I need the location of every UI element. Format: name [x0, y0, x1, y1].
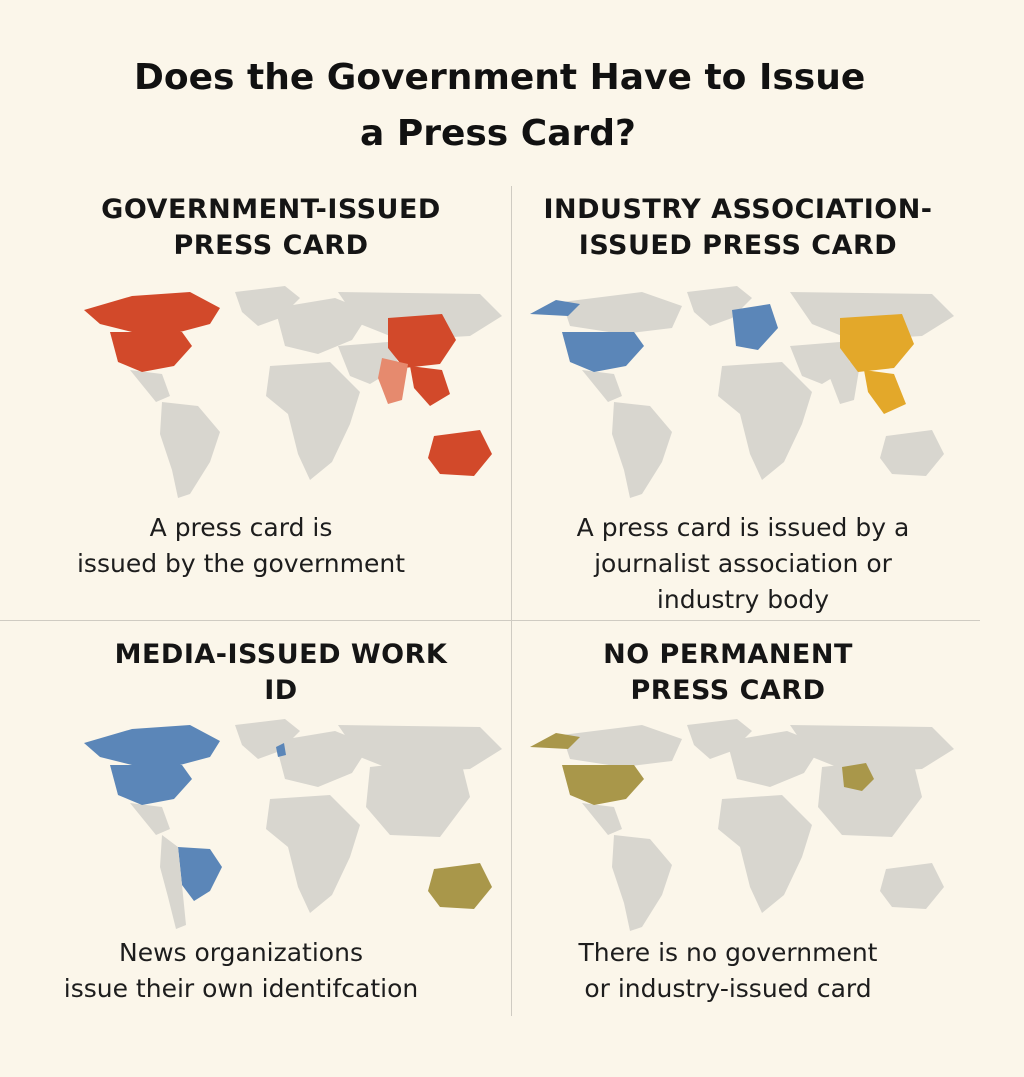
land-canada [562, 725, 682, 767]
land-asia [818, 757, 922, 837]
panel-no-permanent: NO PERMANENT PRESS CARD There is no gove… [512, 637, 1024, 1077]
land-greenland [235, 286, 300, 326]
highlight-united-states [562, 765, 644, 805]
panel-caption: A press card is issued by the government [0, 510, 497, 582]
panel-industry-association: INDUSTRY ASSOCIATION- ISSUED PRESS CARD … [512, 192, 1024, 632]
highlight-australia [428, 430, 492, 476]
land-europe [275, 298, 370, 354]
land-greenland [235, 719, 300, 759]
land-africa [266, 795, 360, 913]
highlight-southeast-asia [864, 370, 906, 414]
land-europe [275, 731, 370, 787]
highlight-central-china [842, 763, 874, 791]
land-central-america [130, 803, 170, 835]
panel-heading-line-2: PRESS CARD [630, 675, 826, 706]
land-australia [880, 863, 944, 909]
horizontal-divider [0, 620, 980, 621]
land-greenland [687, 719, 752, 759]
highlight-united-states [562, 332, 644, 372]
land-south-america [160, 402, 220, 498]
page-title-line-2: a Press Card? [360, 113, 636, 154]
highlight-alaska [530, 733, 580, 749]
land-greenland [687, 286, 752, 326]
panel-caption-line-2: issue their own identifcation [63, 974, 419, 1003]
panel-heading: NO PERMANENT PRESS CARD [472, 637, 984, 709]
panel-caption: There is no government or industry-issue… [472, 935, 984, 1007]
highlight-united-kingdom [276, 743, 286, 757]
highlight-europe [732, 304, 778, 350]
panel-heading: GOVERNMENT-ISSUED PRESS CARD [15, 192, 527, 264]
panel-heading-line-1: INDUSTRY ASSOCIATION- [543, 194, 933, 225]
panel-heading-line-1: NO PERMANENT [603, 639, 853, 670]
land-africa [718, 795, 812, 913]
land-africa [718, 362, 812, 480]
land-south-america [612, 835, 672, 931]
land-africa [266, 362, 360, 480]
panel-heading-line-1: MEDIA-ISSUED WORK [114, 639, 448, 670]
panel-government-issued: GOVERNMENT-ISSUED PRESS CARD A press car… [30, 192, 542, 632]
panel-caption-line-1: News organizations [119, 938, 363, 967]
highlight-southeast-asia [410, 366, 450, 406]
land-south-america-west [160, 835, 186, 929]
land-central-america [582, 803, 622, 835]
land-central-america [582, 370, 622, 402]
panel-heading-line-1: GOVERNMENT-ISSUED [101, 194, 441, 225]
panel-caption-line-3: industry body [656, 585, 830, 614]
vertical-divider [511, 186, 512, 1016]
panel-caption-line-2: journalist association or [594, 549, 892, 578]
panel-heading: INDUSTRY ASSOCIATION- ISSUED PRESS CARD [482, 192, 994, 264]
panel-caption: A press card is issued by a journalist a… [487, 510, 999, 618]
land-canada [562, 292, 682, 334]
world-map-media [84, 719, 502, 929]
highlight-australia [428, 863, 492, 909]
panel-caption: News organizations issue their own ident… [0, 935, 497, 1007]
land-central-america [130, 370, 170, 402]
land-australia [880, 430, 944, 476]
land-europe [727, 731, 822, 787]
panel-caption-line-1: There is no government [578, 938, 878, 967]
land-asia [366, 757, 470, 837]
highlight-canada [84, 725, 220, 765]
world-map-government [84, 286, 502, 498]
highlight-alaska [530, 300, 580, 316]
panel-media-issued: MEDIA-ISSUED WORK ID News organizations … [30, 637, 542, 1077]
highlight-brazil [178, 847, 222, 901]
page-title-line-1: Does the Government Have to Issue [134, 57, 866, 98]
highlight-canada [84, 292, 220, 332]
highlight-united-states [110, 765, 192, 805]
highlight-india [378, 358, 408, 404]
highlight-china [388, 314, 456, 368]
land-india [830, 358, 860, 404]
panel-caption-line-2: or industry-issued card [584, 974, 872, 1003]
panel-caption-line-2: issued by the government [76, 549, 406, 578]
land-south-america [612, 402, 672, 498]
panel-heading-line-2: ID [264, 675, 298, 706]
panel-heading-line-2: PRESS CARD [173, 230, 369, 261]
panel-heading-line-2: ISSUED PRESS CARD [578, 230, 898, 261]
panel-heading: MEDIA-ISSUED WORK ID [25, 637, 537, 709]
highlight-china [840, 314, 914, 372]
world-map-industry [530, 286, 954, 498]
panel-caption-line-1: A press card is issued by a [576, 513, 910, 542]
panel-caption-line-1: A press card is [149, 513, 333, 542]
world-map-no-permanent [530, 719, 954, 931]
highlight-united-states [110, 332, 192, 372]
